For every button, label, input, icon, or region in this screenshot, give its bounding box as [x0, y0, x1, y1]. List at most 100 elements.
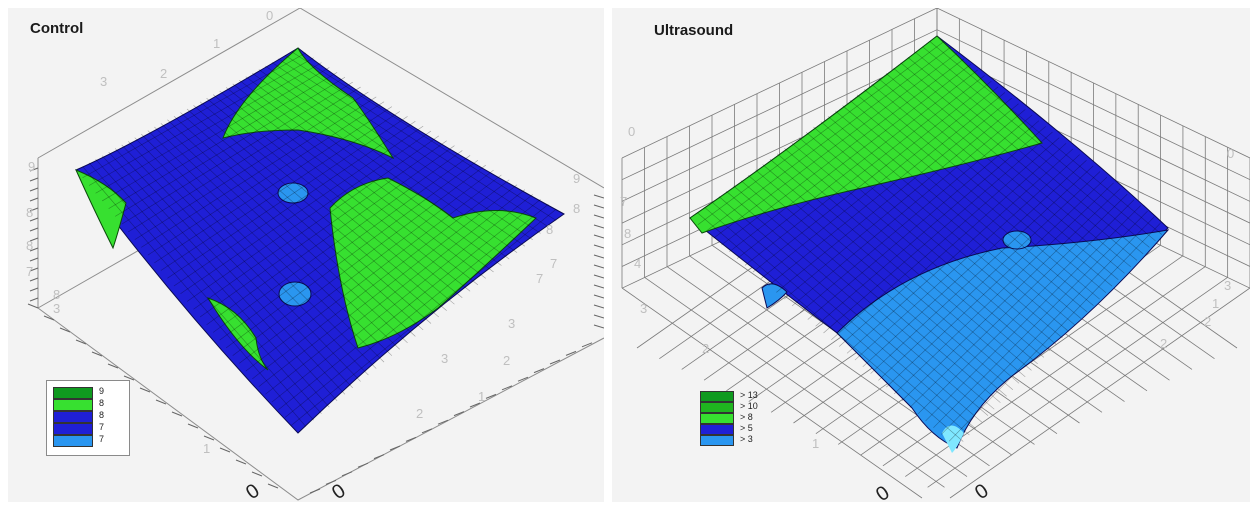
ultrasound-mesh-line: [915, 51, 1150, 248]
ultrasound-mesh-line: [718, 196, 983, 423]
ultrasound-mesh-line: [856, 94, 1100, 300]
control-mesh-line: [265, 65, 526, 247]
control-mesh: [82, 51, 557, 427]
control-back-tick-0: 3: [100, 74, 107, 89]
control-axis-tick: [389, 445, 401, 451]
control-axis-ticks: [27, 167, 604, 494]
ultrasound-mesh-line: [933, 210, 1148, 428]
legend-label: 7: [99, 434, 105, 444]
control-mesh-line: [186, 108, 432, 324]
legend-swatch: [700, 413, 734, 424]
ultrasound-mesh-line: [736, 69, 978, 259]
control-front-tick-2: 1: [203, 441, 210, 456]
control-right-tick-3: 7: [550, 256, 557, 271]
control-axis-tick: [325, 479, 337, 485]
control-axis-tick: [29, 197, 39, 202]
ultrasound-mesh-line: [762, 164, 1020, 384]
control-right-tick-7: 1: [478, 389, 485, 404]
ultrasound-bottom-zero-labels: 0 0: [872, 480, 993, 502]
legend-swatch: [53, 411, 93, 423]
control-axis-tick: [593, 254, 604, 259]
control-mesh-line: [160, 111, 400, 271]
control-hole-top: [277, 182, 309, 204]
control-mesh-line: [101, 67, 330, 202]
control-mesh-line: [232, 164, 486, 356]
legend-label: > 8: [740, 412, 753, 422]
control-mesh-line: [219, 90, 471, 292]
control-mesh-line: [199, 140, 447, 318]
control-axis-tick: [309, 488, 321, 494]
control-axis-tick: [29, 227, 39, 232]
control-mesh-line: [232, 83, 486, 279]
control-mesh-line: [199, 101, 447, 311]
control-mesh-line: [284, 204, 549, 418]
ultrasound-right-tick-0: 0: [1227, 146, 1234, 161]
ultrasound-mesh-line: [907, 57, 1144, 255]
control-axis-tick: [29, 237, 39, 242]
control-mesh-line: [167, 116, 408, 279]
ultrasound-grid-line: [621, 8, 938, 159]
legend-swatch: [53, 399, 93, 411]
legend-label: 9: [99, 386, 105, 396]
control-surface-base: [75, 47, 565, 434]
control-left-tick-3: 7: [26, 264, 33, 279]
ultrasound-mesh-line: [705, 47, 951, 232]
control-axis-tick: [29, 267, 39, 272]
ultrasound-grid-line: [936, 8, 1250, 159]
control-mesh-line: [82, 166, 307, 427]
control-axis-tick: [593, 324, 604, 329]
ultrasound-mesh-line: [776, 153, 1032, 371]
ultrasound-mesh-line: [831, 137, 1060, 340]
control-axis-tick: [203, 435, 215, 441]
ultrasound-mesh-line: [862, 160, 1087, 368]
legend-swatch: [700, 391, 734, 402]
ultrasound-mesh-line: [806, 132, 1057, 345]
control-mesh-line: [108, 151, 338, 401]
control-front-tick-0: 3: [441, 351, 448, 366]
control-axis-tick: [593, 294, 604, 299]
ultrasound-mesh-line: [917, 199, 1135, 415]
control-mesh-line: [265, 189, 526, 395]
control-region-green-top: [222, 47, 395, 160]
control-axis-tick: [59, 327, 71, 333]
ultrasound-mesh-line: [697, 41, 944, 226]
control-axis-tick: [29, 287, 39, 292]
control-axis-tick: [565, 350, 577, 356]
ultrasound-mesh-line: [721, 58, 965, 246]
control-mesh-line: [101, 155, 330, 408]
legend-label: > 3: [740, 434, 753, 444]
ultrasound-front-tick-2: 2: [1160, 336, 1167, 351]
control-mesh-line: [88, 162, 314, 421]
ultrasound-mesh-line: [697, 212, 964, 442]
control-axis-tick: [29, 187, 39, 192]
ultrasound-region-lightblue-small: [761, 283, 788, 309]
ultrasound-mesh-line: [807, 120, 1040, 320]
control-mesh-line: [186, 130, 432, 302]
ultrasound-mesh-line: [849, 100, 1094, 306]
ultrasound-mesh-line: [886, 176, 1108, 388]
control-right-tick-1: 8: [573, 201, 580, 216]
control-mesh-line: [114, 148, 346, 395]
ultrasound-mesh-line: [842, 105, 1088, 313]
ultrasound-mesh: [697, 41, 1162, 442]
control-surface-plot: 9 8 8 7 8 3 3 2 1 0 9 8 8 7 7 3 2 1 3 2 …: [26, 8, 604, 502]
ultrasound-mesh-line: [755, 169, 1014, 390]
ultrasound-mesh-line: [799, 114, 1033, 313]
control-mesh-line: [271, 194, 533, 403]
control-mesh-line: [154, 106, 393, 264]
ultrasound-mesh-line: [760, 86, 999, 280]
control-mesh-line: [278, 199, 541, 411]
ultrasound-mesh-line: [864, 89, 1107, 293]
ultrasound-mesh-line: [704, 207, 970, 436]
ultrasound-mesh-line: [878, 171, 1101, 381]
control-region-green-bottom: [206, 297, 269, 371]
control-axis-tick: [533, 368, 545, 374]
control-mesh-line: [206, 98, 455, 305]
ultrasound-left-tick-6: 1: [812, 436, 819, 451]
ultrasound-mesh-line: [776, 97, 1012, 293]
control-mesh-line: [115, 77, 346, 217]
control-mesh-line: [141, 133, 377, 369]
control-left-tick-2: 8: [26, 238, 33, 253]
legend-label: > 10: [740, 401, 758, 411]
control-mesh-line: [252, 72, 510, 260]
